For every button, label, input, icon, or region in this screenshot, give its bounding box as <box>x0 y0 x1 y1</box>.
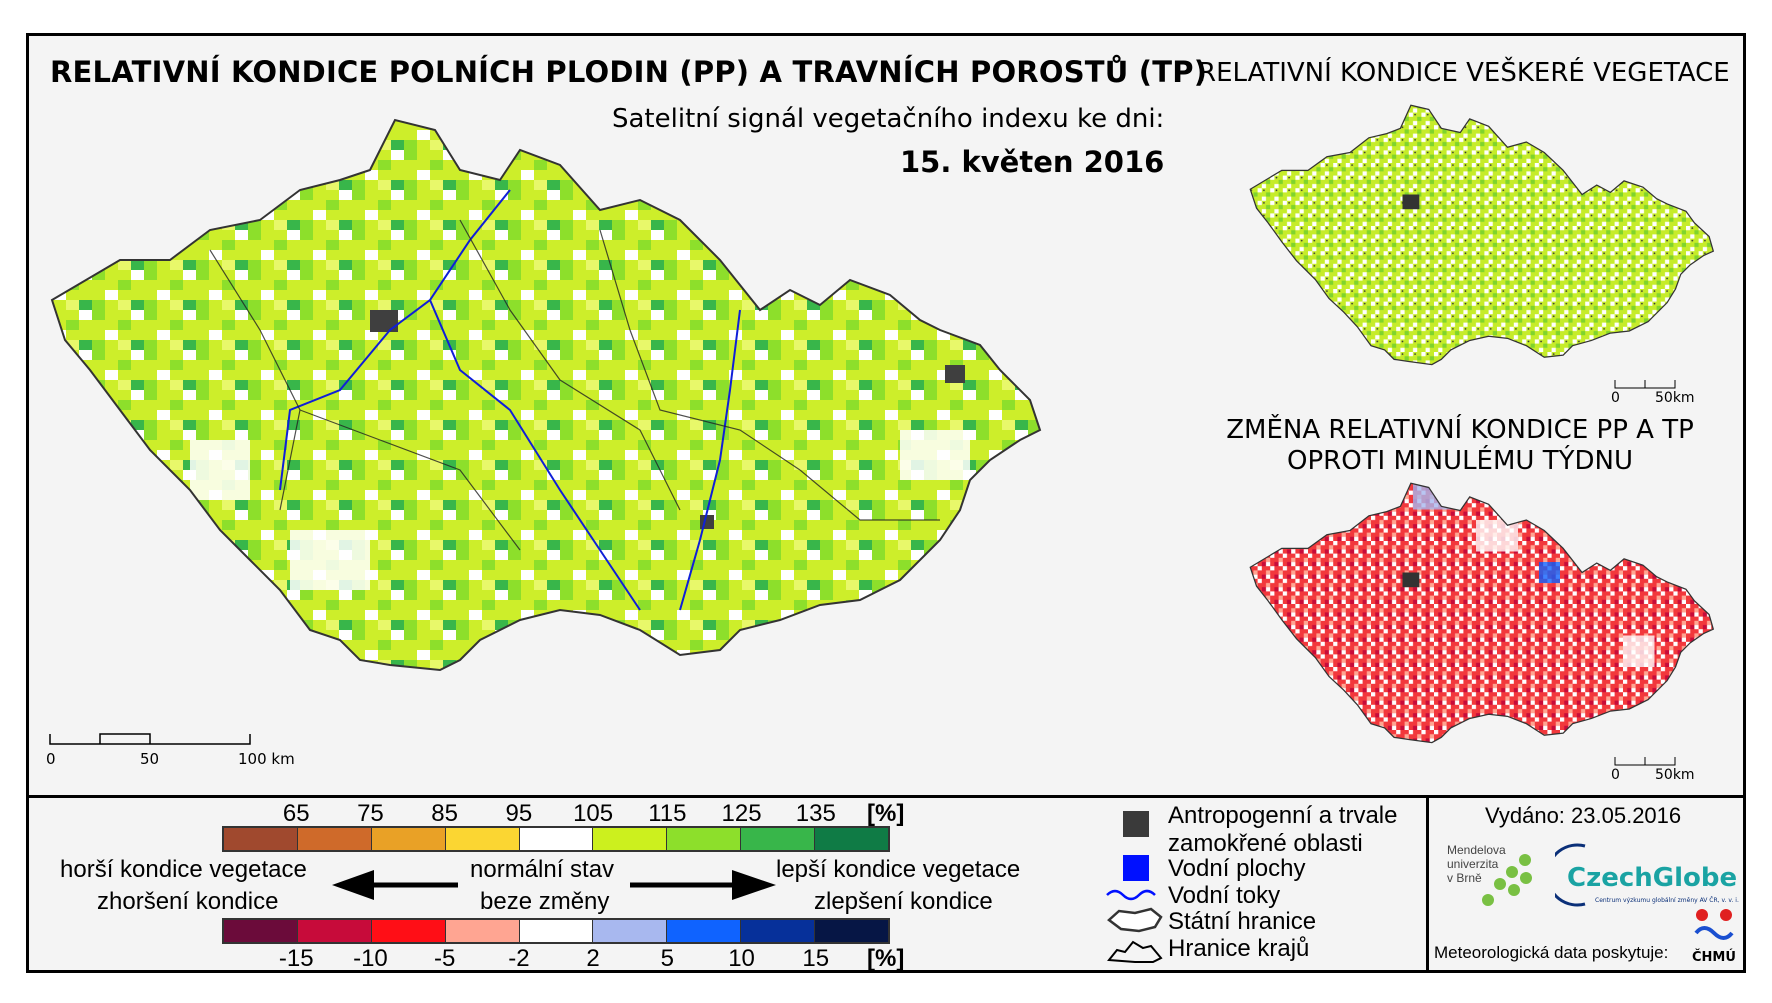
czechglobe-logo: CzechGlobe Centrum výzkumu globální změn… <box>1555 843 1739 907</box>
water-bodies-swatch <box>1123 855 1149 881</box>
arrow-left-icon <box>332 870 458 900</box>
change-tick-4: 2 <box>586 945 600 972</box>
scale-0: 0 <box>46 750 56 768</box>
mendel-line-2: univerzita <box>1447 857 1499 871</box>
scale-50: 50 <box>140 750 159 768</box>
change-color-bar <box>222 918 890 944</box>
mendel-dots-logo <box>1482 854 1532 906</box>
condition-unit: [%] <box>867 800 905 827</box>
mendel-line-3: v Brně <box>1447 871 1482 885</box>
divider-horizontal <box>26 795 1746 798</box>
state-border-label: Státní hranice <box>1168 908 1317 935</box>
condition-tick-6: 125 <box>721 800 762 827</box>
change-swatch-2 <box>371 920 446 942</box>
chmu-label: ČHMÚ <box>1692 949 1736 965</box>
mendel-line-1: Mendelova <box>1447 843 1506 857</box>
change-swatch-0 <box>224 920 298 942</box>
vegetation-map-title: RELATIVNÍ KONDICE VEŠKERÉ VEGETACE <box>1198 58 1730 88</box>
small-scale-0: 0 <box>1611 390 1620 406</box>
change-scale-bar: 0 50km <box>1611 757 1695 783</box>
condition-swatch-3 <box>445 828 520 850</box>
change-swatch-6 <box>667 920 742 942</box>
date-label: 15. květen 2016 <box>900 145 1165 179</box>
better-label-2: zlepšení kondice <box>814 888 993 915</box>
change-tick-5: 5 <box>660 945 675 972</box>
condition-swatch-0 <box>224 828 298 850</box>
data-credit: Meteorologická data poskytuje: <box>1434 943 1669 962</box>
anthropogenic-swatch <box>1123 811 1149 837</box>
river-icon <box>1106 889 1156 901</box>
change-tick-2: -5 <box>433 945 456 972</box>
worse-label-2: zhoršení kondice <box>97 888 279 915</box>
change-scale-50: 50km <box>1655 767 1695 783</box>
condition-tick-4: 105 <box>573 800 614 827</box>
rivers-label: Vodní toky <box>1168 882 1281 909</box>
change-scale-0: 0 <box>1611 767 1620 783</box>
water-bodies-label: Vodní plochy <box>1168 855 1306 882</box>
change-swatch-7 <box>741 920 816 942</box>
change-swatch-4 <box>519 920 594 942</box>
main-scale-bar: 0 50 100 km <box>46 733 295 768</box>
condition-tick-0: 65 <box>282 800 310 827</box>
condition-tick-1: 75 <box>357 800 384 827</box>
change-tick-3: -2 <box>508 945 530 972</box>
condition-swatch-1 <box>297 828 372 850</box>
better-label-1: lepší kondice vegetace <box>776 856 1021 883</box>
state-border-icon <box>1107 907 1163 933</box>
change-tick-1: -10 <box>353 945 388 972</box>
change-swatch-5 <box>593 920 668 942</box>
arrow-right-icon <box>630 870 776 900</box>
change-swatch-3 <box>445 920 520 942</box>
condition-swatch-5 <box>593 828 668 850</box>
change-tick-0: -15 <box>278 945 314 972</box>
czechglobe-sub: Centrum výzkumu globální změny AV ČR, v.… <box>1595 897 1739 904</box>
condition-tick-5: 115 <box>648 800 687 827</box>
scale-100: 100 km <box>238 750 295 768</box>
issued-date: Vydáno: 23.05.2016 <box>1485 803 1682 828</box>
change-tick-7: 15 <box>802 945 830 972</box>
vegetation-map <box>1249 104 1714 366</box>
condition-tick-7: 135 <box>795 800 836 827</box>
change-swatch-1 <box>297 920 372 942</box>
change-swatch-8 <box>815 920 889 942</box>
mendel-logo: Mendelova univerzita v Brně <box>1447 843 1506 885</box>
main-map <box>51 119 1041 671</box>
chmu-logo: ČHMÚ <box>1692 909 1736 965</box>
condition-tick-3: 95 <box>505 800 533 827</box>
anthropogenic-label: Antropogenní a trvale zamokřené oblasti <box>1168 802 1398 857</box>
region-border-icon <box>1107 940 1163 963</box>
worse-label-1: horší kondice vegetace <box>60 856 307 883</box>
condition-swatch-7 <box>741 828 816 850</box>
condition-swatch-8 <box>815 828 889 850</box>
small-scale-50: 50km <box>1655 390 1695 406</box>
change-map <box>1249 482 1714 744</box>
condition-swatch-2 <box>371 828 446 850</box>
normal-label-1: normální stav <box>470 856 615 883</box>
change-map-title: ZMĚNA RELATIVNÍ KONDICE PP A TP OPROTI M… <box>1226 415 1694 476</box>
vegetation-scale-bar: 0 50km <box>1611 380 1695 406</box>
change-tick-6: 10 <box>728 945 755 972</box>
main-title: RELATIVNÍ KONDICE POLNÍCH PLODIN (PP) A … <box>50 55 1208 89</box>
condition-swatch-4 <box>519 828 594 850</box>
change-unit: [%] <box>867 945 905 972</box>
subtitle: Satelitní signál vegetačního indexu ke d… <box>612 104 1165 134</box>
condition-color-bar <box>222 826 890 852</box>
condition-swatch-6 <box>667 828 742 850</box>
divider-vertical <box>1426 795 1429 973</box>
region-border-label: Hranice krajů <box>1168 935 1310 962</box>
normal-label-2: beze změny <box>480 888 610 915</box>
condition-tick-2: 85 <box>431 800 459 827</box>
czechglobe-name: CzechGlobe <box>1567 863 1737 893</box>
